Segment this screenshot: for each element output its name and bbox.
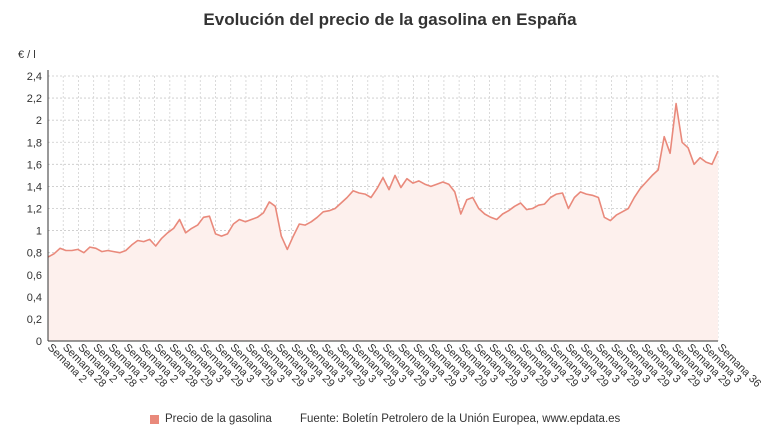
- series-area: [48, 103, 718, 341]
- y-tick-label: 1,6: [27, 159, 42, 171]
- y-tick-label: 0,6: [27, 270, 42, 282]
- y-tick-label: 0,2: [27, 314, 42, 326]
- y-tick-label: 2,2: [27, 93, 42, 105]
- legend: Precio de la gasolina: [150, 413, 272, 425]
- y-tick-label: 2,4: [27, 71, 42, 83]
- legend-label: Precio de la gasolina: [165, 413, 272, 425]
- y-tick-label: 1,2: [27, 204, 42, 216]
- series-line: [47, 102, 719, 258]
- y-tick-label: 0,4: [27, 292, 42, 304]
- source-note: Fuente: Boletín Petrolero de la Unión Eu…: [300, 413, 621, 425]
- y-tick-label: 2: [36, 115, 42, 127]
- y-tick-label: 0: [36, 336, 42, 348]
- chart-title: Evolución del precio de la gasolina en E…: [203, 10, 577, 29]
- y-tick-label: 0,8: [27, 248, 42, 260]
- y-tick-label: 1,4: [27, 181, 42, 193]
- y-tick-label: 1: [36, 226, 42, 238]
- y-axis-label: € / l: [18, 49, 36, 61]
- y-tick-label: 1,8: [27, 137, 42, 149]
- legend-swatch: [150, 414, 159, 424]
